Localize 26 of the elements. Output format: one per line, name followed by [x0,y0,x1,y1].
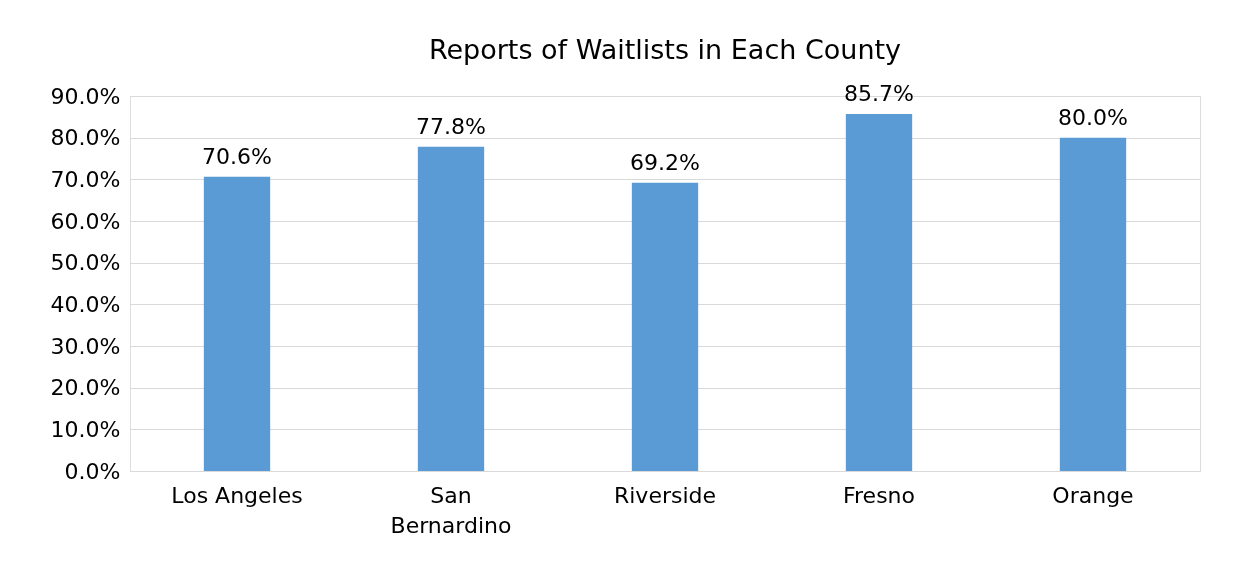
y-tick-label: 50.0% [50,250,121,276]
y-tick-label: 80.0% [50,125,121,151]
x-tick-label: San Bernardino [390,482,512,538]
bar [631,182,699,471]
y-tick-label: 10.0% [50,416,121,442]
y-tick-label: 0.0% [64,458,121,484]
bar [845,113,913,471]
y-tick-label: 40.0% [50,291,121,317]
x-tick-label: Riverside [613,482,717,508]
y-tick-label: 70.0% [50,166,121,192]
x-tick-label: Los Angeles [171,482,303,508]
x-tick-label: Fresno [842,482,916,508]
y-tick-label: 90.0% [50,83,121,109]
y-tick-label: 60.0% [50,208,121,234]
bar [417,146,485,471]
x-tick-label: Orange [1052,482,1134,508]
data-label: 70.6% [202,143,272,169]
bar [1059,137,1127,471]
chart-title: Reports of Waitlists in Each County [428,33,902,65]
data-label: 77.8% [416,113,486,139]
y-tick-label: 20.0% [50,375,121,401]
y-tick-label: 30.0% [50,333,121,359]
data-label: 85.7% [844,80,914,106]
data-label: 80.0% [1058,104,1128,130]
data-label: 69.2% [630,149,700,175]
bar [203,176,271,471]
